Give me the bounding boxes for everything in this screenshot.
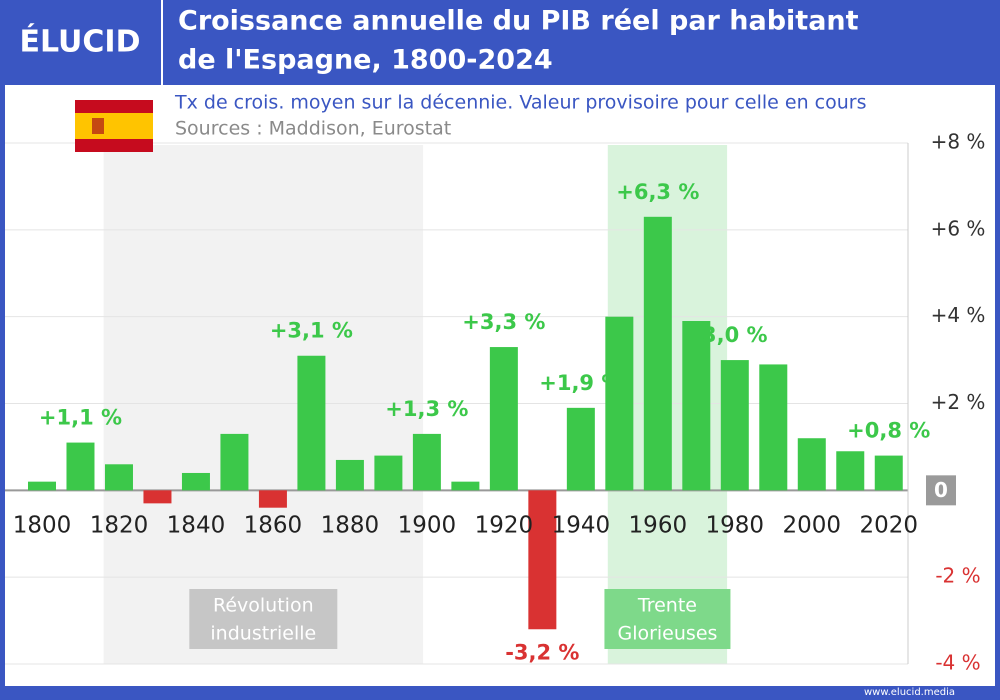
x-tick-label: 1840 (167, 513, 226, 539)
data-label: +1,3 % (385, 397, 468, 421)
title-line: de l'Espagne, 1800-2024 (178, 45, 553, 76)
region-label: Trente (637, 595, 697, 617)
data-label: 3,0 % (702, 323, 768, 347)
frame-left (0, 85, 5, 700)
subtitle: Tx de crois. moyen sur la décennie. Vale… (174, 92, 866, 114)
data-label: +3,1 % (270, 319, 353, 343)
x-tick-label: 1940 (552, 513, 611, 539)
data-label: +1,1 % (39, 406, 122, 430)
footer-bar (0, 686, 1000, 700)
shaded-region (103, 145, 424, 664)
y-tick-label: +8 % (931, 130, 986, 154)
source: Sources : Maddison, Eurostat (175, 118, 451, 140)
zero-label-box (926, 475, 956, 506)
bar (181, 472, 210, 491)
header-bar (0, 0, 1000, 85)
bar (143, 490, 172, 504)
x-tick-label: 1820 (90, 513, 149, 539)
bar (374, 455, 403, 491)
data-label: +6,3 % (616, 180, 699, 204)
x-tick-label: 2000 (783, 513, 842, 539)
bar (451, 481, 480, 491)
region-label: industrielle (210, 623, 316, 645)
x-tick-label: 1920 (475, 513, 534, 539)
data-label: +0,8 % (847, 419, 930, 443)
flag-yellow (75, 113, 153, 139)
bar (759, 364, 788, 491)
bar (66, 442, 95, 491)
plot: +8 % +6 % +4 % +2 % 0 -2 % -4 % +1,1 % +3,1 % +1,… (0, 130, 985, 675)
region-label: Révolution (213, 595, 314, 617)
bar (27, 481, 56, 491)
data-label: -3,2 % (505, 640, 579, 664)
bar (682, 321, 711, 491)
bar (566, 407, 595, 491)
title-line: Croissance annuelle du PIB réel par habi… (178, 6, 859, 37)
x-tick-label: 1900 (398, 513, 457, 539)
bar (605, 316, 634, 491)
y-tick-label: -4 % (935, 651, 980, 675)
x-tick-label: 2020 (859, 513, 918, 539)
y-tick-label: 0 (934, 478, 948, 502)
footer-url: www.elucid.media (864, 687, 955, 698)
bar (258, 490, 287, 508)
flag (75, 100, 153, 152)
x-tick-label: 1860 (244, 513, 303, 539)
bar (797, 438, 826, 491)
bar (528, 490, 557, 630)
bar (412, 433, 441, 491)
x-tick-label: 1980 (706, 513, 765, 539)
y-tick-label: -2 % (935, 564, 980, 588)
region-label-box (189, 589, 338, 649)
logo: ÉLUCID (20, 24, 141, 60)
bar (220, 433, 249, 491)
bar (643, 216, 672, 491)
flag-emblem (92, 118, 104, 134)
frame-right (995, 85, 1000, 700)
bar (720, 360, 749, 491)
bar (489, 347, 518, 491)
bar (836, 451, 865, 491)
x-tick-label: 1800 (13, 513, 72, 539)
x-tick-label: 1880 (321, 513, 380, 539)
bar (335, 459, 364, 491)
y-tick-label: +6 % (931, 216, 986, 240)
region-label: Glorieuses (617, 623, 717, 645)
y-tick-label: +2 % (931, 390, 986, 414)
bar (874, 455, 903, 491)
region-label-box (604, 589, 731, 649)
y-tick-label: +4 % (931, 303, 986, 327)
bar (104, 464, 133, 491)
bar (297, 355, 326, 491)
x-tick-label: 1960 (629, 513, 688, 539)
data-label: +3,3 % (462, 310, 545, 334)
